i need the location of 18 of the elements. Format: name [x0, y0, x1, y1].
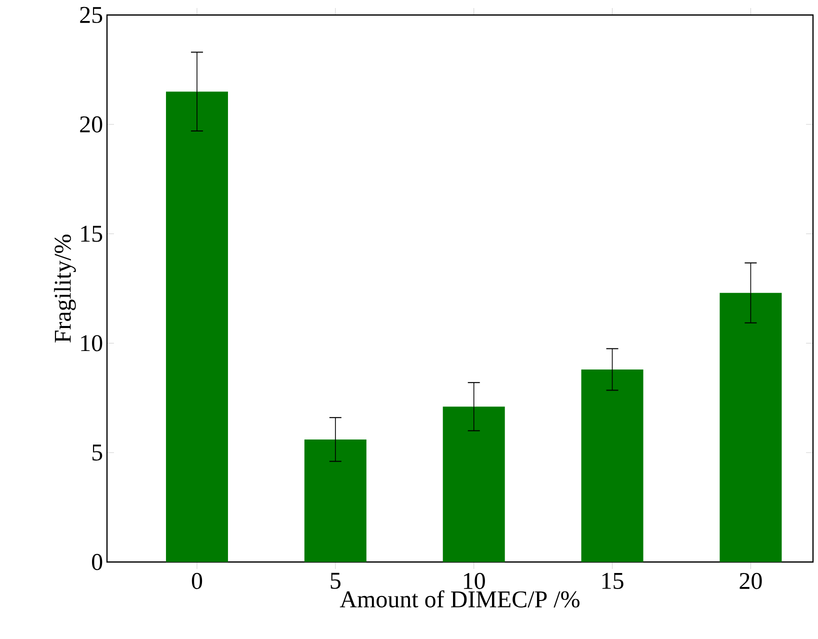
bar	[166, 92, 228, 562]
x-axis-title: Amount of DIMEC/P /%	[340, 590, 580, 608]
x-tick-label: 20	[740, 572, 762, 590]
y-axis-title: Fragility/%	[54, 234, 76, 342]
x-tick-label: 5	[330, 572, 340, 589]
y-tick-label: 0	[92, 554, 102, 570]
bar	[304, 439, 366, 562]
x-tick-label: 0	[192, 572, 202, 590]
bar	[720, 292, 782, 562]
bar	[442, 406, 505, 562]
x-tick-label: 10	[464, 572, 485, 590]
y-tick-label: 15	[81, 226, 102, 242]
y-tick-label: 20	[80, 116, 102, 132]
y-tick-label: 10	[81, 335, 102, 352]
y-tick-label: 5	[92, 444, 102, 461]
x-tick-label: 15	[602, 572, 624, 589]
y-tick-label: 25	[80, 6, 102, 24]
bar	[581, 369, 644, 562]
